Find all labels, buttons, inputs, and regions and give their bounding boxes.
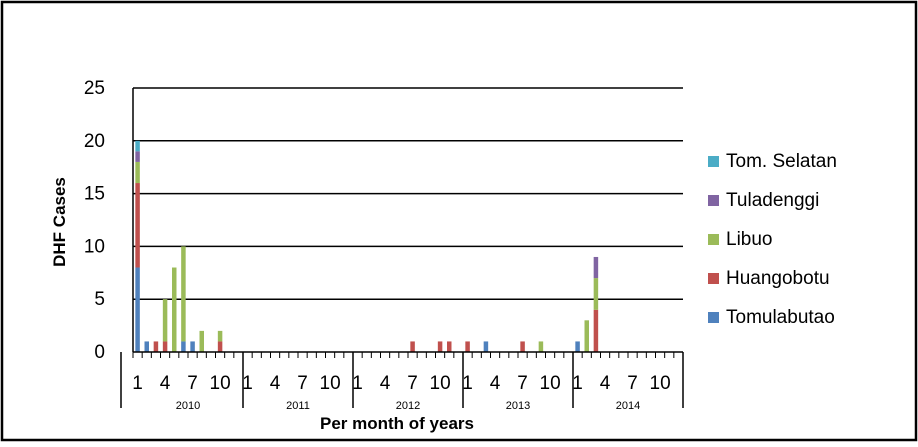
month-tick-label: 4 (270, 373, 281, 394)
bar-segment (135, 151, 140, 162)
bar-segment (593, 256, 599, 279)
bar-segment (199, 330, 204, 352)
bar-segment (162, 299, 168, 342)
bar-segment (135, 161, 140, 184)
month-tick-label: 1 (462, 373, 473, 394)
year-label: 2012 (396, 400, 420, 412)
bar-segment (135, 140, 140, 152)
month-tick-label: 10 (320, 373, 341, 394)
gridlines (133, 87, 683, 300)
legend-swatch (708, 195, 719, 206)
month-tick-label: 7 (517, 373, 528, 394)
y-tick-label: 15 (84, 184, 105, 205)
bar-segment (217, 330, 223, 342)
month-tick-label: 1 (352, 373, 363, 394)
bar-segment (135, 183, 140, 268)
bar-segment (447, 341, 452, 352)
month-tick-label: 1 (572, 373, 583, 394)
bar-segment (172, 267, 177, 352)
month-tick-label: 1 (132, 373, 143, 394)
month-tick-label: 4 (490, 373, 501, 394)
y-tick-label: 0 (94, 342, 105, 363)
year-label: 2013 (506, 400, 530, 412)
bar-segment (437, 341, 443, 352)
month-tick-label: 7 (627, 373, 638, 394)
bar-segment (520, 341, 525, 352)
axes (120, 88, 684, 408)
legend-label: Tom. Selatan (726, 151, 837, 172)
bar-segment (162, 341, 168, 352)
month-tick-label: 4 (380, 373, 391, 394)
month-tick-label: 10 (650, 373, 671, 394)
month-tick-label: 10 (430, 373, 451, 394)
bar-segment (575, 341, 580, 352)
y-tick-label: 5 (94, 289, 105, 310)
year-label: 2014 (616, 400, 640, 412)
month-tick-label: 7 (187, 373, 198, 394)
bar-segment (217, 341, 223, 352)
bar-segment (593, 278, 599, 310)
bar-segment (153, 341, 159, 352)
legend-label: Tuladenggi (726, 190, 819, 211)
bar-segment (538, 341, 544, 352)
bar-segment (190, 341, 195, 352)
year-label: 2011 (286, 400, 310, 412)
month-tick-label: 7 (407, 373, 418, 394)
legend: Tom. Selatan Tuladenggi Libuo Huangobotu Tom… (708, 151, 837, 328)
legend-label: Libuo (726, 229, 773, 250)
month-tick-label: 7 (297, 373, 308, 394)
month-tick-label: 4 (600, 373, 611, 394)
year-label: 2010 (176, 400, 200, 412)
month-tick-label: 10 (210, 373, 231, 394)
bar-segment (144, 341, 149, 352)
legend-swatch (708, 312, 719, 323)
bar-segment (483, 341, 489, 352)
legend-label: Tomulabutao (726, 307, 835, 328)
bars (135, 140, 599, 352)
bar-segment (410, 341, 415, 352)
month-tick-label: 1 (242, 373, 253, 394)
bar-segment (135, 267, 140, 352)
legend-swatch (708, 156, 719, 167)
month-tick-label: 4 (160, 373, 171, 394)
bar-segment (181, 246, 186, 342)
y-tick-label: 10 (84, 236, 105, 257)
y-tick-label: 20 (84, 131, 105, 152)
month-tick-label: 10 (540, 373, 561, 394)
bar-segment (593, 309, 599, 352)
bar-segment (465, 341, 470, 352)
bar-segment (181, 341, 186, 352)
legend-label: Huangobotu (726, 268, 830, 289)
x-axis-title: Per month of years (320, 414, 474, 433)
legend-swatch (708, 273, 719, 284)
y-axis-title: DHF Cases (50, 177, 69, 267)
bar-segment (584, 320, 589, 352)
y-tick-label: 25 (84, 78, 105, 99)
legend-swatch (708, 234, 719, 245)
